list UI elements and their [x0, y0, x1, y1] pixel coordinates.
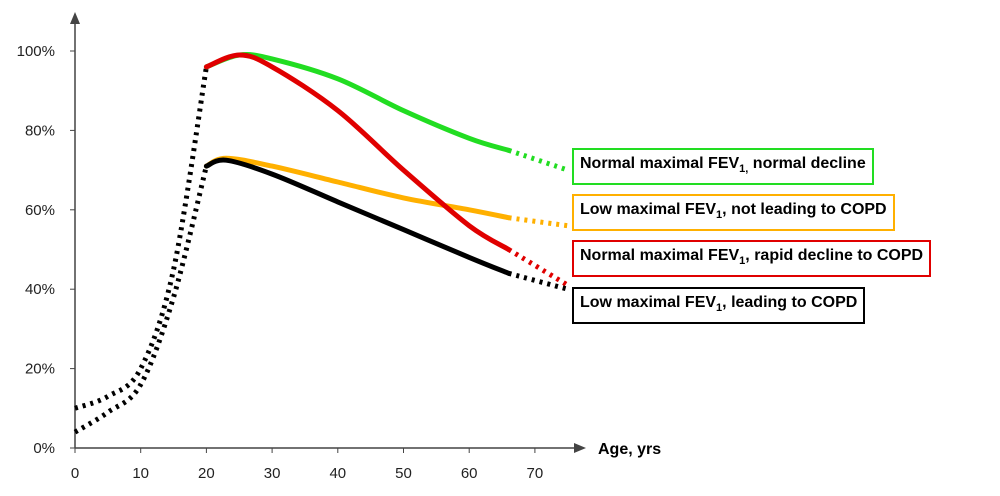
x-tick-label: 20	[198, 465, 215, 482]
y-tick-label: 100%	[17, 43, 55, 60]
legend-item-4-rest: , leading to COPD	[722, 294, 858, 311]
x-axis-label: Age, yrs	[598, 441, 661, 458]
x-tick-label: 40	[329, 465, 346, 482]
x-tick-label: 50	[395, 465, 412, 482]
y-ticks: 0% 20% 40% 60% 80% 100%	[17, 43, 75, 457]
legend-item-3-rest: , rapid decline to COPD	[745, 247, 924, 264]
y-axis-arrow	[70, 12, 80, 24]
legend-item-2: Low maximal FEV1, not leading to COPD	[572, 194, 895, 232]
y-tick-label: 20%	[25, 361, 55, 378]
y-tick-label: 40%	[25, 281, 55, 298]
legend-item-3: Normal maximal FEV1, rapid decline to CO…	[572, 240, 932, 278]
legend-item-2-rest: , not leading to COPD	[722, 201, 887, 218]
legend-item-3-label: Normal maximal FEV	[580, 247, 740, 264]
legend-item-4: Low maximal FEV1, leading to COPD	[572, 287, 866, 325]
legend-item-4-label: Low maximal FEV	[580, 294, 717, 311]
legend-item-3-subscript: 1	[739, 255, 746, 268]
axes	[70, 12, 586, 453]
legend-item-4-subscript: 1	[716, 302, 723, 315]
series-2-dotted-start	[73, 165, 209, 435]
series-3-dotted-end	[507, 247, 570, 288]
x-axis-arrow	[574, 443, 586, 453]
series-4-line	[203, 157, 512, 276]
series-4-dotted-end	[507, 270, 569, 292]
x-tick-label: 60	[461, 465, 478, 482]
y-tick-label: 0%	[33, 440, 55, 457]
series-layer	[73, 51, 570, 435]
series-2-dotted-end	[508, 215, 569, 229]
x-tick-label: 30	[264, 465, 281, 482]
legend-item-1: Normal maximal FEV1, normal decline	[572, 148, 874, 186]
legend-item-1-rest: normal decline	[748, 155, 866, 172]
x-tick-label: 10	[132, 465, 149, 482]
legend-item-1-label: Normal maximal FEV	[580, 155, 740, 172]
series-1-dotted-start	[74, 66, 209, 411]
x-tick-label: 0	[71, 465, 79, 482]
legend-item-2-label: Low maximal FEV	[580, 201, 717, 218]
x-ticks: 0 10 20 30 40 50 60 70	[71, 448, 543, 482]
x-tick-label: 70	[527, 465, 544, 482]
series-1-line	[203, 51, 512, 153]
series-3-line	[203, 52, 512, 252]
y-tick-label: 80%	[25, 122, 55, 139]
legend-item-1-subscript: 1,	[739, 163, 749, 176]
y-tick-label: 60%	[25, 202, 55, 219]
legend-item-2-subscript: 1	[716, 209, 723, 222]
series-1-dotted-end	[507, 147, 569, 173]
